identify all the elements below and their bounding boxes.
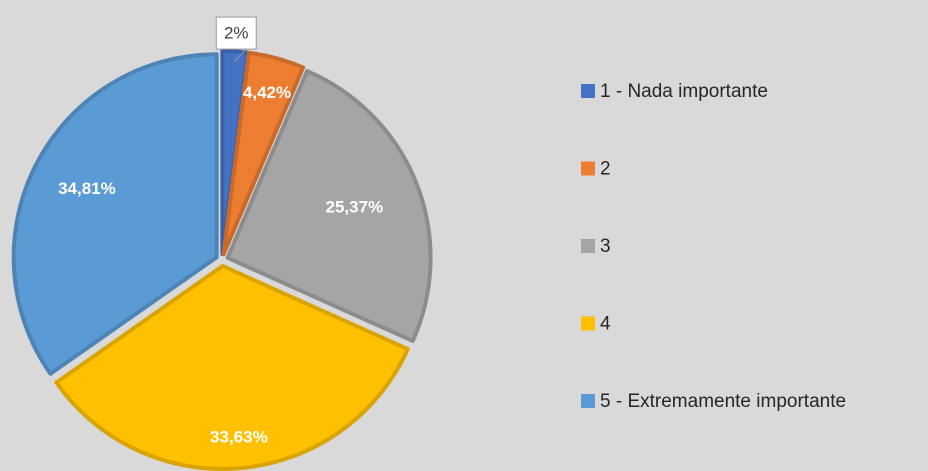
legend-swatch xyxy=(581,161,595,176)
legend-label: 5 - Extremamente importante xyxy=(600,391,846,412)
data-label: 25,37% xyxy=(325,198,383,217)
data-label: 33,63% xyxy=(210,427,268,446)
data-label: 2% xyxy=(224,24,249,43)
data-label: 4,42% xyxy=(243,83,291,102)
legend-swatch xyxy=(581,316,595,331)
pie-slice xyxy=(225,69,433,343)
data-label: 34,81% xyxy=(58,179,116,198)
legend-swatch xyxy=(581,239,595,253)
pie-slice xyxy=(11,52,219,376)
pie-slice xyxy=(221,50,306,257)
legend-label: 2 xyxy=(600,159,611,180)
legend-label: 3 xyxy=(600,236,611,257)
legend-swatch xyxy=(581,84,595,98)
legend-label: 4 xyxy=(600,314,611,335)
data-label-box xyxy=(215,16,257,50)
legend-swatch xyxy=(581,394,595,408)
legend-label: 1 - Nada importante xyxy=(600,81,768,102)
pie-slice xyxy=(54,263,410,471)
leader-line xyxy=(233,48,247,63)
